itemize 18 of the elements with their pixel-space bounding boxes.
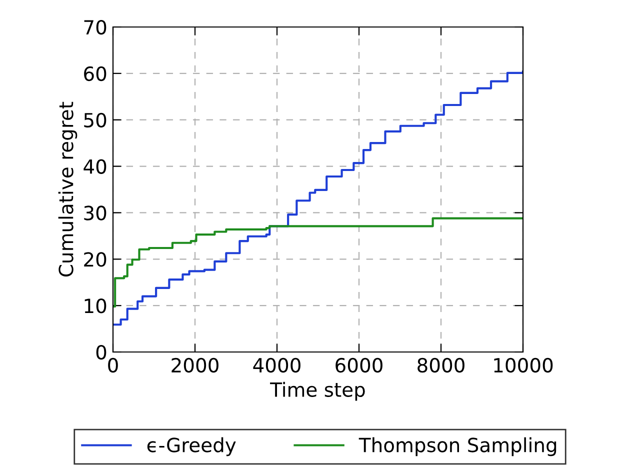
- y-axis-title: Cumulative regret: [58, 102, 78, 276]
- y-tick-label: 20: [84, 252, 106, 267]
- x-tick-label: 8000: [418, 358, 464, 373]
- y-tick-label: 30: [84, 206, 106, 220]
- y-tick-label: 0: [96, 344, 106, 360]
- x-tick-label: 2000: [172, 358, 218, 373]
- legend-label: ϵ-Greedy: [147, 437, 236, 456]
- y-tick-label: 50: [84, 112, 106, 128]
- y-tick-label: 40: [84, 159, 106, 174]
- y-tick-label: 60: [84, 66, 106, 82]
- x-tick-label: 10000: [494, 358, 553, 373]
- y-tick-label: 70: [84, 20, 106, 35]
- x-tick-label: 6000: [336, 358, 382, 373]
- y-tick-label: 10: [84, 298, 106, 314]
- x-tick-label: 0: [108, 358, 118, 373]
- x-tick-label: 4000: [253, 358, 300, 373]
- x-axis-title: Time step: [270, 382, 365, 401]
- legend-label: Thompson Sampling: [358, 437, 556, 456]
